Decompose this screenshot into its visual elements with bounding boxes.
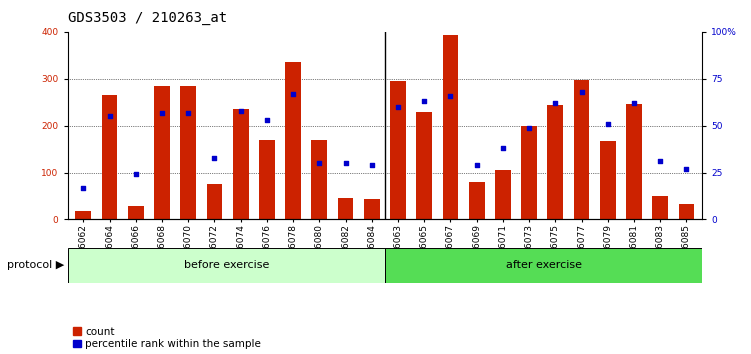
Point xyxy=(182,110,195,115)
Bar xyxy=(416,112,432,219)
Point xyxy=(497,145,509,151)
Point xyxy=(313,160,325,166)
Point xyxy=(392,104,404,110)
Text: before exercise: before exercise xyxy=(183,261,269,270)
Bar xyxy=(521,126,537,219)
Point xyxy=(471,162,483,168)
Bar xyxy=(679,204,695,219)
Point xyxy=(418,98,430,104)
Bar xyxy=(547,104,563,219)
Point xyxy=(575,89,587,95)
Point xyxy=(602,121,614,127)
Bar xyxy=(101,95,117,219)
Bar xyxy=(128,206,143,219)
Point xyxy=(680,166,692,172)
Point xyxy=(523,125,535,130)
Bar xyxy=(75,211,91,219)
Bar xyxy=(600,141,616,219)
Bar xyxy=(180,86,196,219)
Bar xyxy=(495,170,511,219)
Point xyxy=(156,110,168,115)
Point xyxy=(339,160,351,166)
Bar xyxy=(259,140,275,219)
Point xyxy=(104,113,116,119)
Bar xyxy=(442,35,458,219)
Bar xyxy=(626,104,642,219)
Text: protocol ▶: protocol ▶ xyxy=(7,261,64,270)
Bar xyxy=(154,86,170,219)
Point xyxy=(654,159,666,164)
Point xyxy=(628,100,640,106)
Point xyxy=(234,108,246,114)
Bar xyxy=(207,184,222,219)
Bar xyxy=(338,198,354,219)
Bar xyxy=(285,62,301,219)
Point xyxy=(445,93,457,98)
Point xyxy=(261,117,273,123)
Point xyxy=(130,172,142,177)
Bar xyxy=(364,199,380,219)
Bar xyxy=(574,80,590,219)
Legend: count, percentile rank within the sample: count, percentile rank within the sample xyxy=(73,327,261,349)
Point xyxy=(77,185,89,190)
Bar xyxy=(469,182,484,219)
Bar xyxy=(385,248,702,283)
Bar xyxy=(68,248,385,283)
Bar xyxy=(312,140,327,219)
Text: after exercise: after exercise xyxy=(505,261,581,270)
Point xyxy=(209,155,221,160)
Bar xyxy=(390,81,406,219)
Point xyxy=(287,91,299,97)
Bar xyxy=(233,109,249,219)
Bar xyxy=(653,196,668,219)
Text: GDS3503 / 210263_at: GDS3503 / 210263_at xyxy=(68,11,227,25)
Point xyxy=(549,100,561,106)
Point xyxy=(366,162,378,168)
